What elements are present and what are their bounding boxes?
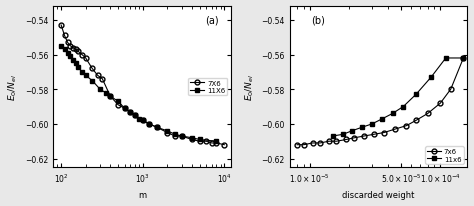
7X6 bbox=[140, 120, 146, 122]
11X6 bbox=[62, 49, 67, 51]
7x6 bbox=[361, 135, 367, 138]
11x6 bbox=[340, 133, 346, 136]
11X6 bbox=[58, 45, 64, 48]
X-axis label: m: m bbox=[138, 190, 146, 199]
7X6 bbox=[58, 25, 64, 27]
7x6 bbox=[392, 128, 398, 131]
11X6 bbox=[173, 133, 178, 136]
X-axis label: discarded weight: discarded weight bbox=[342, 190, 414, 199]
11x6 bbox=[461, 57, 466, 60]
11X6 bbox=[108, 95, 113, 98]
7X6 bbox=[70, 47, 76, 50]
Line: 11x6: 11x6 bbox=[330, 56, 466, 139]
7x6 bbox=[438, 102, 443, 105]
11x6 bbox=[443, 57, 449, 60]
11X6 bbox=[146, 123, 152, 125]
Line: 7x6: 7x6 bbox=[295, 56, 466, 147]
11X6 bbox=[65, 52, 71, 55]
7X6 bbox=[62, 35, 67, 37]
11X6 bbox=[197, 139, 202, 141]
7x6 bbox=[343, 139, 349, 141]
11x6 bbox=[390, 113, 395, 115]
7X6 bbox=[79, 54, 85, 56]
11X6 bbox=[75, 66, 81, 69]
Y-axis label: $E_0/N_{el}$: $E_0/N_{el}$ bbox=[7, 74, 19, 101]
Legend: 7X6, 11X6: 7X6, 11X6 bbox=[188, 78, 228, 96]
11X6 bbox=[179, 135, 184, 138]
11X6 bbox=[73, 63, 78, 65]
11x6 bbox=[401, 106, 406, 108]
11X6 bbox=[136, 118, 142, 120]
11X6 bbox=[122, 108, 128, 110]
7X6 bbox=[173, 135, 178, 138]
7x6 bbox=[352, 137, 357, 139]
7X6 bbox=[221, 144, 227, 146]
11X6 bbox=[189, 137, 195, 139]
11x6 bbox=[428, 76, 434, 79]
7x6 bbox=[461, 57, 466, 60]
7X6 bbox=[65, 42, 71, 44]
7X6 bbox=[73, 49, 78, 51]
7X6 bbox=[214, 142, 219, 144]
7x6 bbox=[334, 140, 339, 143]
Text: (b): (b) bbox=[311, 15, 325, 25]
7X6 bbox=[89, 68, 95, 70]
Line: 11X6: 11X6 bbox=[59, 44, 219, 144]
11x6 bbox=[369, 123, 375, 125]
7X6 bbox=[115, 104, 121, 107]
7x6 bbox=[301, 144, 307, 146]
7X6 bbox=[68, 45, 73, 48]
11x6 bbox=[413, 94, 419, 96]
Text: (a): (a) bbox=[205, 15, 219, 25]
11X6 bbox=[68, 56, 73, 58]
7X6 bbox=[203, 140, 209, 143]
7X6 bbox=[154, 126, 160, 129]
11x6 bbox=[380, 118, 385, 120]
11X6 bbox=[132, 114, 137, 117]
7x6 bbox=[310, 142, 315, 144]
11X6 bbox=[214, 140, 219, 143]
7X6 bbox=[127, 111, 133, 114]
7x6 bbox=[404, 125, 410, 127]
7X6 bbox=[108, 95, 113, 98]
7x6 bbox=[294, 144, 300, 146]
11X6 bbox=[115, 101, 121, 103]
Legend: 7x6, 11x6: 7x6, 11x6 bbox=[425, 146, 464, 164]
7X6 bbox=[209, 142, 215, 144]
7X6 bbox=[146, 123, 152, 125]
7X6 bbox=[75, 50, 81, 53]
11X6 bbox=[97, 89, 103, 91]
7X6 bbox=[83, 57, 89, 60]
7X6 bbox=[100, 78, 105, 81]
11X6 bbox=[154, 126, 160, 129]
7X6 bbox=[189, 139, 195, 141]
11X6 bbox=[89, 80, 95, 82]
7x6 bbox=[413, 120, 419, 122]
7x6 bbox=[381, 132, 387, 134]
11x6 bbox=[359, 126, 365, 129]
7X6 bbox=[122, 108, 128, 110]
7x6 bbox=[371, 133, 377, 136]
11X6 bbox=[83, 75, 89, 77]
11X6 bbox=[127, 111, 133, 114]
11X6 bbox=[79, 71, 85, 74]
11x6 bbox=[349, 130, 355, 132]
7x6 bbox=[448, 89, 454, 91]
11X6 bbox=[103, 92, 109, 94]
11x6 bbox=[330, 135, 336, 138]
7X6 bbox=[197, 140, 202, 143]
Line: 7X6: 7X6 bbox=[59, 23, 227, 147]
7x6 bbox=[317, 142, 323, 144]
11X6 bbox=[140, 120, 146, 122]
7X6 bbox=[179, 135, 184, 138]
7x6 bbox=[326, 140, 332, 143]
7X6 bbox=[164, 132, 170, 134]
7X6 bbox=[95, 75, 100, 77]
11X6 bbox=[164, 130, 170, 132]
7x6 bbox=[425, 113, 430, 115]
11X6 bbox=[70, 59, 76, 62]
Y-axis label: $E_0/N_{el}$: $E_0/N_{el}$ bbox=[243, 74, 256, 101]
7X6 bbox=[132, 114, 137, 117]
